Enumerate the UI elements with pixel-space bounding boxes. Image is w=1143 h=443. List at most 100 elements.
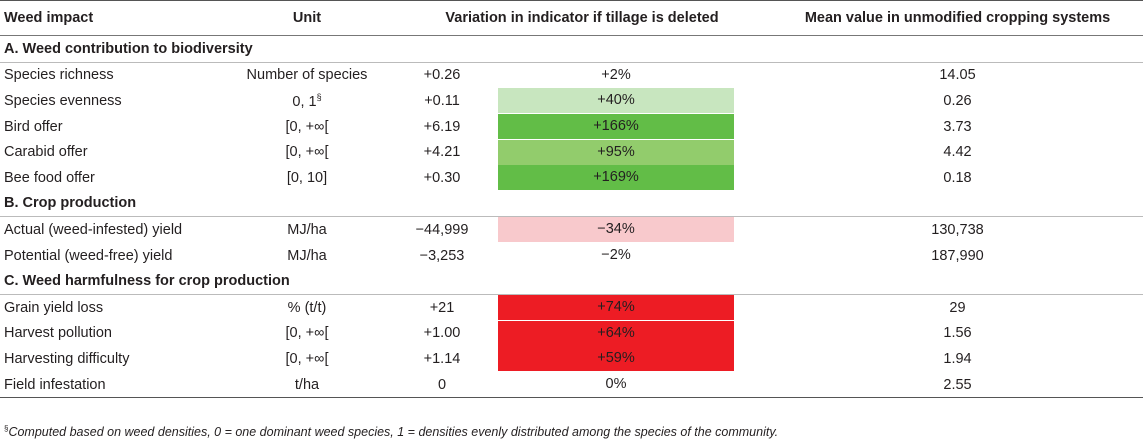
cell-variation-percent: −2%: [492, 243, 772, 269]
unit-text: t/ha: [294, 376, 320, 393]
cell-variation-percent: 0%: [492, 372, 772, 398]
cell-weed-impact: Species evenness: [4, 92, 122, 109]
cell-unit: [0, +∞[: [222, 346, 392, 372]
cell-unit: [0, +∞[: [222, 321, 392, 347]
table-row: Grain yield loss % (t/t) +21 +74% 29: [0, 294, 1143, 321]
cell-mean-value: 0.18: [943, 169, 972, 186]
cell-variation-absolute: +0.11: [424, 92, 460, 109]
table-row: Carabid offer [0, +∞[ +4.21 +95% 4.42: [0, 139, 1143, 165]
section-title: B. Crop production: [4, 195, 137, 212]
unit-text: % (t/t): [287, 299, 327, 316]
cell-variation-absolute: +0.26: [423, 67, 461, 84]
variation-percent-value: +74%: [498, 295, 734, 321]
table-row: Actual (weed-infested) yield MJ/ha −44,999…: [0, 217, 1143, 243]
cell-unit: % (t/t): [222, 294, 392, 320]
cell-variation-absolute: +1.14: [423, 350, 461, 367]
cell-unit: MJ/ha: [222, 217, 392, 243]
cell-unit: Number of species: [222, 62, 392, 88]
cell-variation-absolute: +6.19: [423, 118, 461, 135]
section-row: A. Weed contribution to biodiversity: [0, 36, 1143, 63]
cell-weed-impact: Bee food offer: [4, 169, 95, 186]
cell-mean-value: 187,990: [931, 247, 984, 264]
cell-weed-impact: Grain yield loss: [4, 299, 104, 316]
variation-percent-value: +64%: [498, 320, 734, 346]
footnote-text: Computed based on weed densities, 0 = on…: [8, 425, 779, 440]
table-row: Potential (weed-free) yield MJ/ha −3,253 −2…: [0, 243, 1143, 269]
table-row: Species evenness 0, 1§ +0.11 +40% 0.26: [0, 88, 1143, 114]
variation-percent-value: 0%: [605, 376, 627, 393]
unit-text: [0, +∞[: [285, 118, 329, 135]
cell-mean-value: 2.55: [943, 376, 972, 393]
variation-percent-value: +40%: [498, 88, 734, 114]
cell-variation-percent: +2%: [492, 62, 772, 88]
header-row: Weed impact Unit Variation in indicator …: [0, 0, 1143, 36]
header-mean-value: Mean value in unmodified cropping system…: [804, 10, 1111, 26]
table-body: A. Weed contribution to biodiversity Spec…: [0, 36, 1143, 398]
section-title: C. Weed harmfulness for crop production: [4, 273, 290, 290]
cell-mean-value: 1.56: [943, 325, 972, 342]
cell-variation-absolute: −3,253: [419, 247, 465, 264]
cell-variation-percent: +59%: [492, 346, 772, 372]
footnote-mark: §: [4, 424, 9, 433]
unit-text: MJ/ha: [287, 247, 327, 264]
cell-unit: [0, +∞[: [222, 114, 392, 140]
unit-text: MJ/ha: [287, 221, 327, 238]
variation-percent-value: +166%: [498, 114, 734, 140]
cell-weed-impact: Bird offer: [4, 118, 63, 135]
variation-percent-value: −34%: [498, 217, 734, 243]
cell-mean-value: 3.73: [943, 118, 972, 135]
variation-percent-value: +169%: [498, 165, 734, 191]
cell-mean-value: 29: [949, 299, 966, 316]
table-row: Harvesting difficulty [0, +∞[+1.14 +59% 1.9…: [0, 346, 1143, 372]
unit-text: [0, +∞[: [285, 325, 329, 342]
cell-unit: [0, +∞[: [222, 139, 392, 165]
cell-weed-impact: Actual (weed-infested) yield: [4, 221, 183, 238]
variation-percent-value: +59%: [498, 346, 734, 372]
cell-variation-percent: +64%: [492, 320, 772, 347]
table-row: Bird offer [0, +∞[ +6.19 +166% 3.73: [0, 114, 1143, 140]
section-title: A. Weed contribution to biodiversity: [4, 40, 253, 57]
cell-variation-absolute: 0: [437, 376, 447, 393]
cell-variation-absolute: +0.30: [423, 169, 461, 186]
unit-text: [0, +∞[: [285, 350, 329, 367]
unit-text: Number of species: [246, 67, 368, 84]
weed-impact-table: Weed impact Unit Variation in indicator …: [0, 0, 1143, 398]
cell-unit: [0, 10]: [222, 165, 392, 191]
footnote: §Computed based on weed densities, 0 = o…: [4, 424, 778, 439]
cell-variation-percent: +169%: [492, 165, 772, 191]
cell-variation-percent: +74%: [492, 294, 772, 321]
table-row: Harvest pollution [0, +∞[ +1.00 +64% 1.56: [0, 320, 1143, 347]
cell-variation-absolute: +4.21: [423, 144, 461, 161]
cell-variation-percent: +95%: [492, 139, 772, 165]
cell-unit: t/ha: [222, 372, 392, 398]
cell-unit: 0, 1§: [222, 88, 392, 114]
cell-variation-absolute: −44,999: [415, 221, 469, 238]
cell-mean-value: 0.26: [943, 92, 972, 109]
cell-mean-value: 14.05: [939, 67, 976, 84]
variation-percent-value: −2%: [601, 247, 631, 264]
data-table-container: Weed impact Unit Variation in indicator …: [0, 0, 1143, 398]
cell-unit: MJ/ha: [222, 243, 392, 269]
variation-percent-value: +95%: [498, 139, 734, 165]
cell-weed-impact: Field infestation: [4, 376, 106, 393]
cell-variation-percent: −34%: [492, 217, 772, 243]
cell-weed-impact: Harvest pollution: [4, 325, 112, 342]
cell-variation-absolute: +1.00: [423, 325, 461, 342]
header-variation: Variation in indicator if tillage is del…: [445, 10, 719, 26]
unit-text: 0, 1: [292, 93, 317, 110]
unit-footnote-mark: §: [316, 92, 322, 103]
cell-mean-value: 130,738: [931, 221, 984, 238]
section-row: C. Weed harmfulness for crop production: [0, 268, 1143, 295]
table-row: Field infestation t/ha 0 0% 2.55: [0, 372, 1143, 398]
section-row: B. Crop production: [0, 191, 1143, 217]
table-row: Bee food offer [0, 10] +0.30 +169% 0.18: [0, 165, 1143, 191]
header-unit: Unit: [292, 10, 322, 26]
cell-weed-impact: Carabid offer: [4, 144, 88, 161]
cell-mean-value: 4.42: [943, 144, 972, 161]
cell-variation-percent: +40%: [492, 88, 772, 114]
table-row: Species richness Number of species +0.26 +2…: [0, 62, 1143, 88]
unit-text: [0, 10]: [286, 169, 328, 186]
variation-percent-value: +2%: [601, 66, 631, 83]
unit-text: [0, +∞[: [285, 144, 329, 161]
cell-variation-percent: +166%: [492, 114, 772, 140]
